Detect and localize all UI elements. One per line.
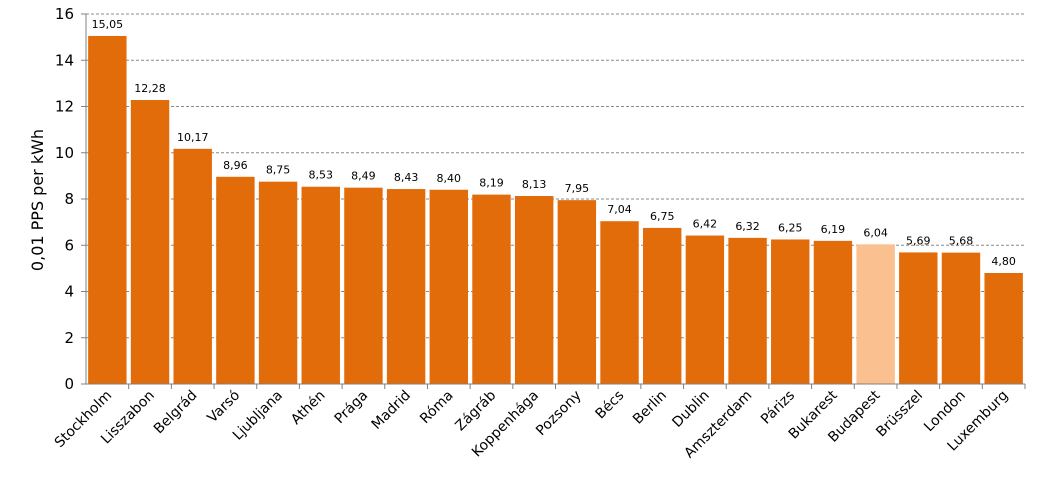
data-label: 8,96 [223, 159, 248, 172]
bar [472, 194, 511, 384]
category-label: Varsó [205, 388, 244, 427]
y-axis-label: 0,01 PPS per kWh [28, 129, 47, 271]
category-label: Prága [332, 388, 372, 428]
bar [941, 252, 981, 384]
data-label: 15,05 [92, 18, 124, 31]
data-label: 5,69 [906, 234, 931, 247]
bar [728, 237, 767, 384]
bar [685, 235, 725, 384]
data-label: 10,17 [177, 131, 209, 144]
bar [386, 189, 426, 384]
bar [173, 148, 212, 384]
y-tick-label: 8 [64, 190, 74, 208]
bar [130, 100, 170, 385]
axes [81, 13, 1026, 389]
data-label: 6,75 [650, 210, 675, 223]
bar [771, 239, 810, 384]
data-label: 6,04 [863, 226, 888, 239]
data-label: 7,04 [607, 203, 632, 216]
bar [216, 176, 255, 384]
bar [642, 227, 682, 384]
category-label: Madrid [369, 388, 414, 433]
data-label: 8,49 [351, 170, 376, 183]
bar [258, 181, 298, 384]
bar [514, 195, 554, 384]
data-label: 4,80 [991, 255, 1016, 268]
data-label: 6,42 [693, 218, 718, 231]
data-label: 8,40 [437, 172, 462, 185]
data-label: 6,19 [821, 223, 846, 236]
data-label: 7,95 [565, 182, 590, 195]
bar [344, 187, 383, 384]
bar [813, 240, 853, 384]
data-label: 8,43 [394, 171, 419, 184]
y-tick-label: 12 [55, 98, 74, 116]
bars [88, 35, 1023, 385]
data-label: 8,53 [309, 169, 334, 182]
category-label: Athén [288, 388, 328, 428]
bar [856, 244, 895, 384]
data-label: 6,25 [778, 221, 803, 234]
y-tick-label: 0 [64, 375, 74, 393]
data-labels: 15,05 12,28 10,17 8,96 8,75 8,53 8,49 8,43 8,40 8… [92, 18, 1016, 268]
category-label: Pozsony [533, 388, 585, 440]
data-label: 8,75 [266, 164, 291, 177]
data-label: 6,32 [735, 220, 760, 233]
category-label: Róma [417, 388, 457, 428]
y-tick-labels: 0 2 4 6 8 10 12 14 16 [55, 5, 74, 393]
y-tick-label: 2 [64, 329, 74, 347]
y-tick-label: 4 [64, 283, 74, 301]
bar [429, 189, 469, 384]
data-label: 5,68 [949, 235, 974, 248]
y-tick-label: 16 [55, 5, 74, 23]
category-label: Bécs [593, 388, 628, 423]
bar [984, 273, 1023, 384]
category-label: Belgrád [151, 388, 201, 438]
bar [557, 200, 597, 384]
bar [301, 186, 340, 384]
category-label: Párizs [758, 388, 798, 428]
data-label: 8,13 [522, 178, 547, 191]
bar [600, 221, 639, 384]
y-tick-label: 6 [64, 236, 74, 254]
y-tick-label: 14 [55, 51, 74, 69]
category-label: Berlin [630, 388, 670, 428]
bar [899, 252, 938, 384]
category-label: Brüsszel [873, 388, 926, 441]
y-tick-label: 10 [55, 144, 74, 162]
data-label: 8,19 [479, 177, 504, 190]
bar [88, 35, 127, 384]
data-label: 12,28 [134, 82, 166, 95]
